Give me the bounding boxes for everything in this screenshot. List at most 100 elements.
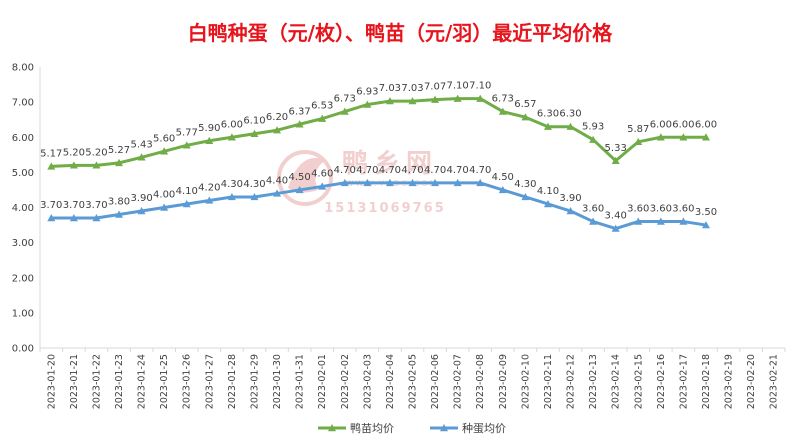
x-tick-label: 2023-02-02: [340, 354, 351, 409]
data-label: 5.60: [153, 133, 175, 144]
data-label: 5.27: [108, 145, 130, 156]
data-point: [701, 133, 710, 141]
data-point: [160, 203, 169, 211]
data-label: 5.20: [63, 147, 85, 158]
data-label: 6.37: [288, 106, 310, 117]
data-label: 7.03: [401, 83, 423, 94]
data-label: 4.30: [221, 179, 243, 190]
data-point: [521, 113, 530, 121]
data-point: [566, 207, 575, 215]
data-point: [589, 217, 598, 225]
data-point: [611, 156, 620, 164]
x-tick-label: 2023-02-04: [385, 354, 396, 409]
data-label: 6.00: [650, 119, 672, 130]
data-label: 3.60: [582, 204, 604, 215]
data-label: 5.93: [582, 122, 604, 133]
data-point: [679, 133, 688, 141]
data-point: [295, 120, 304, 128]
x-tick-label: 2023-02-14: [611, 354, 622, 409]
data-label: 4.60: [311, 168, 333, 179]
data-label: 3.70: [85, 200, 107, 211]
data-point: [273, 126, 282, 134]
data-point: [543, 199, 552, 208]
data-label: 6.73: [334, 94, 356, 105]
data-point: [634, 217, 643, 225]
data-point: [476, 178, 485, 187]
x-tick-label: 2023-02-21: [769, 354, 780, 409]
x-tick-label: 2023-01-31: [295, 354, 306, 409]
legend: 鸭苗均价 种蛋均价: [318, 421, 506, 435]
data-point: [92, 214, 101, 222]
x-tick-label: 2023-01-29: [249, 354, 260, 409]
x-tick-label: 2023-02-15: [633, 354, 644, 409]
data-point: [656, 133, 665, 141]
chart-title: 白鸭种蛋（元/枚）、鸭苗（元/羽）最近平均价格: [188, 21, 614, 45]
data-point: [273, 189, 282, 197]
y-tick-label: 3.00: [12, 238, 34, 249]
x-tick-label: 2023-01-22: [91, 354, 102, 409]
data-label: 4.70: [401, 165, 423, 176]
data-label: 4.20: [198, 182, 220, 193]
data-point: [295, 185, 304, 194]
data-label: 3.60: [627, 204, 649, 215]
data-label: 6.57: [514, 99, 536, 110]
x-tick-label: 2023-01-28: [227, 354, 238, 409]
data-point: [363, 178, 372, 187]
data-label: 6.30: [537, 109, 559, 120]
data-point: [453, 178, 462, 187]
data-point: [182, 199, 191, 208]
data-label: 4.30: [243, 179, 265, 190]
x-tick-label: 2023-02-11: [543, 354, 554, 409]
data-label: 3.90: [559, 193, 581, 204]
data-point: [589, 135, 598, 143]
data-label: 4.70: [379, 165, 401, 176]
watermark-logo: [277, 150, 333, 206]
y-tick-label: 5.00: [12, 168, 34, 179]
series-line: [51, 97, 706, 168]
data-label: 3.70: [63, 200, 85, 211]
data-point: [227, 133, 236, 141]
data-point: [566, 122, 575, 130]
data-point: [160, 147, 169, 155]
x-tick-label: 2023-02-03: [362, 354, 373, 409]
data-label: 4.70: [334, 165, 356, 176]
x-tick-label: 2023-02-06: [430, 354, 441, 409]
data-label: 3.50: [695, 207, 717, 218]
x-tick-label: 2023-02-08: [475, 354, 486, 409]
data-point: [431, 95, 440, 103]
data-label: 7.03: [379, 83, 401, 94]
x-tick-label: 2023-01-20: [46, 354, 57, 409]
data-point: [679, 217, 688, 225]
data-label: 5.20: [85, 147, 107, 158]
y-tick-label: 7.00: [12, 98, 34, 109]
data-label: 5.87: [627, 124, 649, 135]
x-tick-label: 2023-02-12: [566, 354, 577, 409]
x-tick-label: 2023-02-20: [746, 354, 757, 409]
x-tick-label: 2023-02-19: [724, 354, 735, 409]
data-point: [498, 107, 507, 115]
data-point: [385, 97, 394, 105]
data-label: 6.93: [356, 87, 378, 98]
data-label: 6.20: [266, 112, 288, 123]
data-label: 4.50: [492, 172, 514, 183]
legend-item: 鸭苗均价: [318, 422, 394, 435]
data-label: 3.70: [40, 200, 62, 211]
x-tick-label: 2023-01-27: [204, 354, 215, 409]
data-label: 4.70: [447, 165, 469, 176]
data-point: [498, 185, 507, 194]
data-point: [47, 162, 56, 170]
data-point: [701, 221, 710, 229]
data-point: [408, 178, 417, 187]
data-point: [634, 137, 643, 146]
data-point: [69, 214, 78, 222]
data-point: [340, 178, 349, 187]
x-tick-label: 2023-02-13: [588, 354, 599, 409]
x-tick-label: 2023-01-30: [272, 354, 283, 409]
axes: 0.00 1.00 2.00 3.00 4.00 5.00 6.00 7.00 8.00 2023…: [12, 63, 786, 409]
data-label: 3.90: [130, 193, 152, 204]
data-label: 5.33: [605, 143, 627, 154]
data-point: [137, 153, 146, 161]
data-label: 4.30: [514, 179, 536, 190]
